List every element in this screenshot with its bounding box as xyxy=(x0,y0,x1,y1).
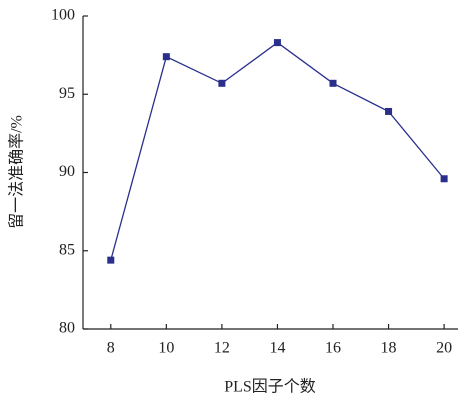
x-tick-label: 16 xyxy=(325,340,341,357)
marker xyxy=(273,39,281,47)
x-tick-label: 10 xyxy=(158,340,174,357)
x-tick-label: 8 xyxy=(107,340,115,357)
y-tick-label: 80 xyxy=(59,320,75,337)
x-tick-label: 12 xyxy=(214,340,230,357)
marker xyxy=(162,53,170,61)
y-tick-label: 100 xyxy=(51,7,75,24)
marker xyxy=(329,79,337,87)
line xyxy=(110,41,445,261)
marker xyxy=(385,107,393,115)
y-axis-title: 留一法准确率/% xyxy=(8,115,26,229)
y-tick-label: 90 xyxy=(59,163,75,180)
marker xyxy=(107,256,115,264)
marker xyxy=(218,79,226,87)
y-tick-label: 95 xyxy=(59,85,75,102)
x-tick-label: 14 xyxy=(269,340,285,357)
marker xyxy=(440,175,448,183)
x-axis-title: PLS因子个数 xyxy=(224,378,316,396)
y-tick-label: 85 xyxy=(59,241,75,258)
x-tick-label: 18 xyxy=(381,340,397,357)
x-tick-label: 20 xyxy=(436,340,452,357)
